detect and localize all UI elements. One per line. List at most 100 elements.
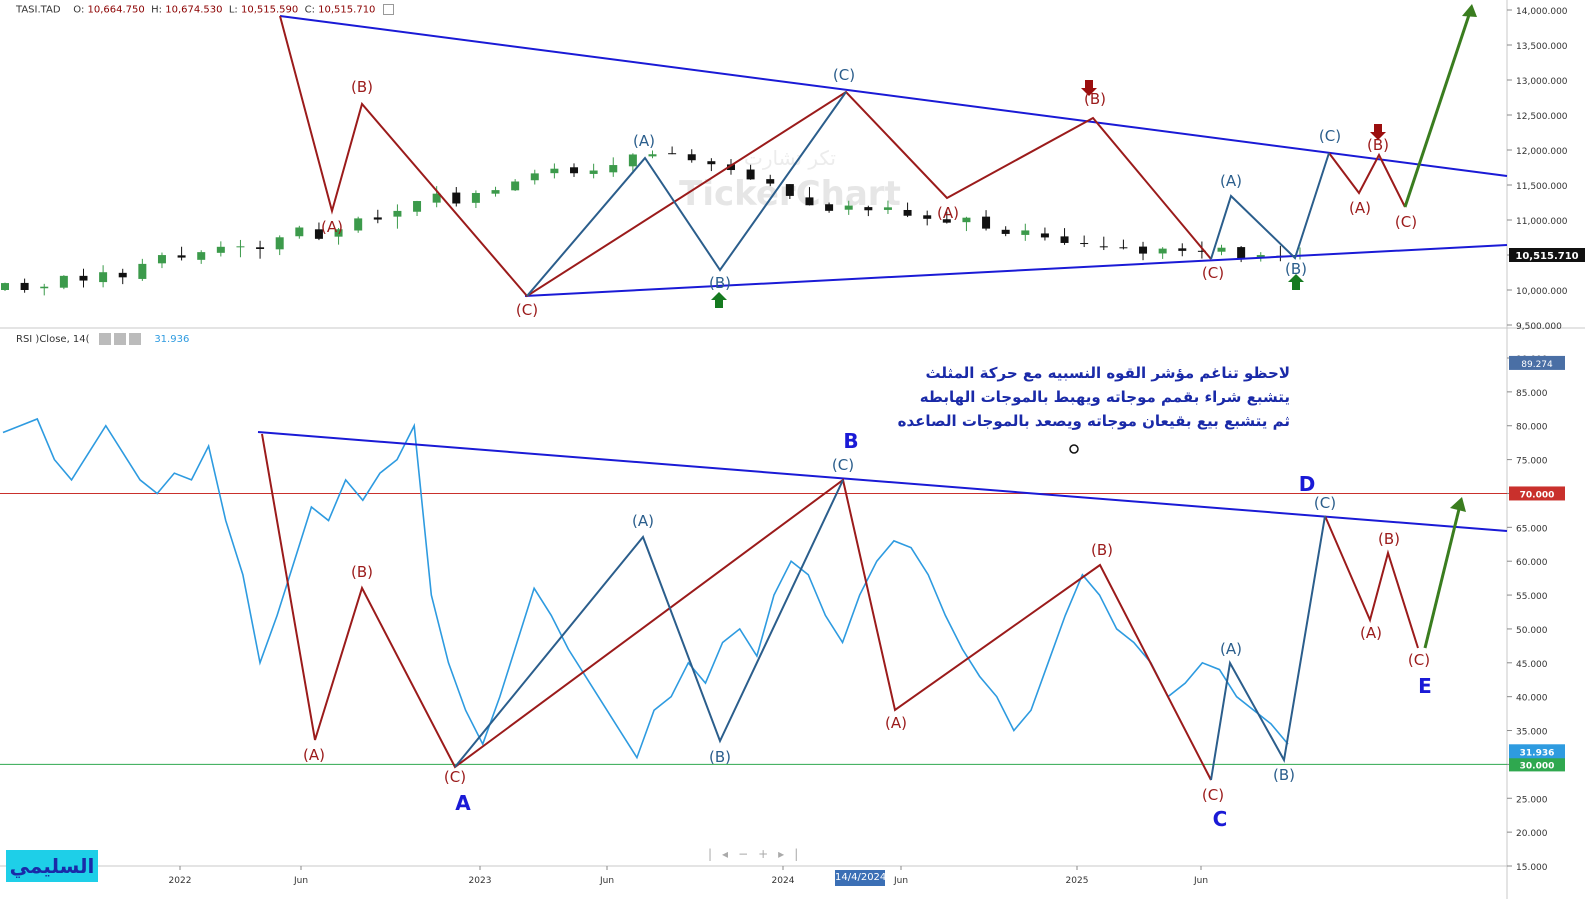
rsi-header: RSI )Close, 14( 31.936 xyxy=(16,333,189,345)
candle-body xyxy=(1237,247,1246,259)
wave-label: (A) xyxy=(1349,199,1371,217)
wave-label: (C) xyxy=(516,301,538,319)
wave-label: (B) xyxy=(1273,766,1295,784)
arrow-up-icon xyxy=(1462,4,1477,17)
candle-body xyxy=(40,286,49,289)
candle-body xyxy=(99,272,108,283)
candle-body xyxy=(452,192,461,204)
rsi-tick-label: 60.000 xyxy=(1516,558,1548,568)
arrow-up-icon xyxy=(1450,497,1466,512)
price-tick-label: 14,000.000 xyxy=(1516,7,1568,17)
nav-toolbar[interactable]: |◂−+▸| xyxy=(708,847,809,861)
candle-body xyxy=(314,229,323,239)
candle-body xyxy=(275,237,284,250)
wave-label: (B) xyxy=(709,274,731,292)
price-tick-label: 11,000.000 xyxy=(1516,217,1568,227)
rsi-level-label: 70.000 xyxy=(1520,490,1555,500)
candle-body xyxy=(1217,247,1226,252)
candle-body xyxy=(1139,246,1148,254)
rsi-tick-label: 55.000 xyxy=(1516,592,1548,602)
gear-icon[interactable] xyxy=(113,333,126,345)
candle-body xyxy=(1119,247,1128,249)
candle-body xyxy=(256,247,265,249)
candle-body xyxy=(883,207,892,210)
candle-body xyxy=(79,275,88,281)
candle-body xyxy=(157,255,166,264)
price-tick-label: 11,500.000 xyxy=(1516,182,1568,192)
price-wave-blue-2 xyxy=(1210,152,1330,260)
wave-label: (C) xyxy=(1395,213,1417,231)
candle-body xyxy=(570,167,579,174)
wave-label: (C) xyxy=(444,768,466,786)
price-tick-label: 10,000.000 xyxy=(1516,287,1568,297)
candle-body xyxy=(1040,233,1049,238)
wave-label: (B) xyxy=(351,78,373,96)
candle-body xyxy=(1060,236,1069,243)
candle-body xyxy=(1,283,9,290)
candle-body xyxy=(1099,246,1108,248)
wave-label: (C) xyxy=(1319,127,1341,145)
rsi-line xyxy=(2,417,1289,760)
rsi-green-projection xyxy=(1423,504,1462,649)
wave-label: (B) xyxy=(1367,136,1389,154)
eye-icon[interactable] xyxy=(98,333,111,345)
candle-body xyxy=(668,153,677,155)
candle-body xyxy=(511,181,520,191)
annotation-line-2: يتشبع شراء بقمم موجاته ويهبط بالموجات ال… xyxy=(919,388,1290,406)
candle-body xyxy=(785,184,794,196)
candle-body xyxy=(1021,230,1030,235)
candle-body xyxy=(942,219,951,223)
buy-arrow-icon xyxy=(711,292,727,308)
time-tick-label: Jun xyxy=(893,876,908,886)
candle-body xyxy=(138,263,147,279)
candle-body xyxy=(373,217,382,220)
last-price-badge xyxy=(1509,248,1585,262)
candle-body xyxy=(1178,248,1187,251)
wave-label: (B) xyxy=(709,748,731,766)
price-wave-red xyxy=(279,15,1212,298)
rsi-label: RSI )Close, 14( xyxy=(16,334,90,345)
annotation-line-3: ثم يتشبع بيع بقيعان موجاته ويصعد بالموجا… xyxy=(897,412,1290,430)
rsi-tick-label: 85.000 xyxy=(1516,389,1548,399)
candle-body xyxy=(393,210,402,217)
open-label: O: xyxy=(73,4,85,16)
candle-body xyxy=(59,275,68,288)
candle-body xyxy=(687,154,696,161)
close-icon[interactable] xyxy=(129,333,142,345)
rsi-level-badge xyxy=(1509,486,1565,501)
price-tick-label: 12,000.000 xyxy=(1516,147,1568,157)
candle-body xyxy=(216,246,225,253)
rsi-tick-label: 15.000 xyxy=(1516,863,1548,873)
candle-body xyxy=(1001,229,1010,234)
wave-label: (C) xyxy=(1202,264,1224,282)
candle-body xyxy=(334,229,343,237)
high-value: 10,674.530 xyxy=(165,4,223,16)
settings-icon[interactable] xyxy=(382,4,394,15)
rsi-tick-label: 20.000 xyxy=(1516,829,1548,839)
candle-body xyxy=(20,282,29,290)
candle-body xyxy=(628,154,637,167)
rsi-wave-blue xyxy=(454,479,844,768)
candle-body xyxy=(962,217,971,223)
cursor-marker xyxy=(1069,444,1079,454)
candle-body xyxy=(118,272,127,278)
rsi-level-badge xyxy=(1509,757,1565,772)
time-tick-label: Jun xyxy=(293,876,308,886)
rsi-trendline xyxy=(257,431,1508,532)
candle-body xyxy=(982,216,991,229)
candle-body xyxy=(726,164,735,171)
rsi-tick-label: 45.000 xyxy=(1516,660,1548,670)
candle-body xyxy=(923,215,932,219)
upper-trendline xyxy=(279,15,1508,177)
wave-label: (A) xyxy=(321,218,343,236)
wave-label: (C) xyxy=(832,456,854,474)
price-tick-label: 12,500.000 xyxy=(1516,112,1568,122)
rsi-top-badge xyxy=(1509,355,1565,370)
high-label: H: xyxy=(151,4,163,16)
sell-arrow-icon xyxy=(1081,80,1097,96)
rsi-wave-blue-2 xyxy=(1210,515,1326,781)
date-badge: 14/4/2024 xyxy=(835,870,886,886)
price-wave-blue xyxy=(526,91,847,297)
